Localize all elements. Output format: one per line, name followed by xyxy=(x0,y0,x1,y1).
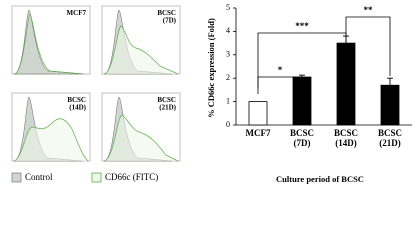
panel-label: BCSC (14D) xyxy=(67,96,86,112)
error-bar xyxy=(387,77,393,86)
panel-label: MCF7 xyxy=(67,9,87,17)
y-tick-label: 2 xyxy=(226,73,230,82)
x-tick-label: BCSC (21D) xyxy=(378,128,402,148)
x-tick-label: BCSC (7D) xyxy=(290,128,314,148)
page: {"flow_panels": [{"label": "MCF7"}, {"la… xyxy=(11,2,412,184)
y-tick-label: 1 xyxy=(226,96,230,105)
legend-swatch xyxy=(11,172,22,183)
panel-label: BCSC (7D) xyxy=(157,9,176,25)
x-tick-label: MCF7 xyxy=(246,128,271,138)
bar xyxy=(336,42,356,126)
legend-label: Control xyxy=(25,172,53,182)
bar xyxy=(380,84,400,126)
bar xyxy=(248,101,268,126)
y-tick-label: 0 xyxy=(226,120,230,129)
significance-bracket xyxy=(257,32,347,94)
y-tick-label: 5 xyxy=(226,3,230,12)
flow-panel: BCSC (14D) xyxy=(11,92,91,162)
y-tick-label: 3 xyxy=(226,50,230,59)
significance-label: ** xyxy=(364,5,374,15)
y-axis-title: % CD66c expression (Fold) xyxy=(206,18,216,118)
significance-label: *** xyxy=(295,21,309,31)
bar-chart: % CD66c expression (Fold) Culture period… xyxy=(206,3,412,184)
panel-label: BCSC (21D) xyxy=(157,96,176,112)
legend-label: CD66c (FITC) xyxy=(105,172,158,182)
flow-panel: MCF7 xyxy=(11,5,91,75)
significance-bracket xyxy=(345,16,391,76)
flow-panel: BCSC (21D) xyxy=(101,92,181,162)
figure: MCF7 BCSC (7D) BCSC (14D) BCSC (21D) Contro… xyxy=(11,3,412,184)
legend-swatch xyxy=(91,172,102,183)
flow-panel: BCSC (7D) xyxy=(101,5,181,75)
significance-label: * xyxy=(278,65,283,75)
x-axis-title: Culture period of BCSC xyxy=(276,174,364,184)
y-tick-label: 4 xyxy=(226,26,230,35)
x-tick-label: BCSC (14D) xyxy=(334,128,358,148)
